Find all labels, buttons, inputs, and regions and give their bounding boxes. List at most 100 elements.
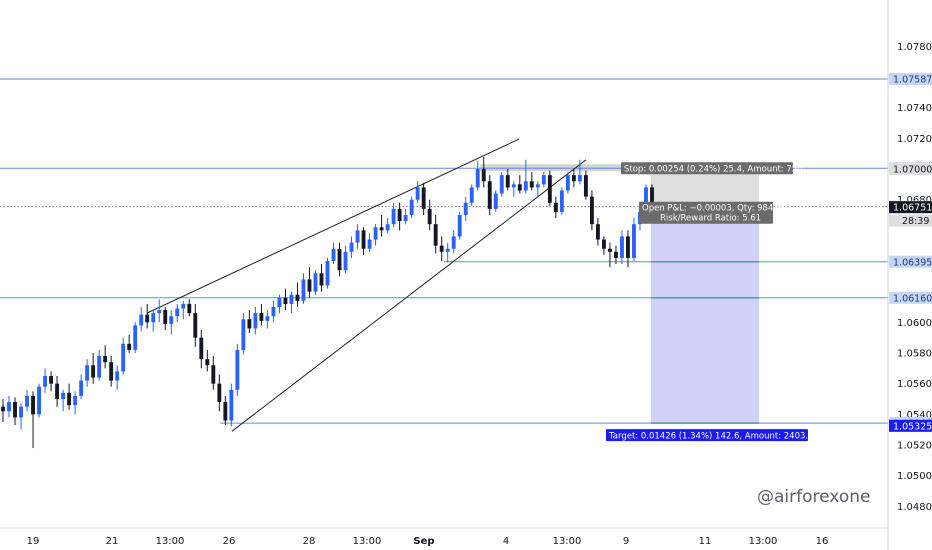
candle-up — [133, 322, 138, 353]
candle-up — [577, 159, 582, 185]
price-badge[interactable]: 1.06751 — [889, 201, 932, 214]
candle-body — [331, 248, 336, 261]
level-price-badge-text: 1.06395 — [893, 257, 932, 268]
candle-down — [205, 349, 210, 372]
candle-up — [620, 230, 624, 265]
candle-body — [283, 297, 288, 304]
candle-body — [229, 389, 234, 421]
candle-up — [523, 159, 528, 194]
candle-down — [547, 170, 552, 206]
candle-body — [626, 236, 630, 258]
level-price-badge-bg — [889, 255, 932, 268]
wedge-lower-line[interactable] — [231, 159, 587, 432]
x-tick-label: 16 — [816, 536, 829, 547]
candle-down — [517, 175, 522, 194]
candle-up — [457, 211, 462, 240]
candle-up — [85, 359, 90, 387]
candle-down — [337, 242, 342, 277]
candle-up — [25, 389, 29, 412]
pnl-label-bg — [639, 201, 773, 224]
candle-up — [463, 196, 468, 222]
countdown-bg — [889, 214, 932, 227]
candle-body — [439, 245, 444, 252]
y-tick-label: 1.07800 — [897, 42, 932, 53]
candle-body — [601, 239, 606, 249]
candle-body — [595, 224, 600, 240]
candle-body — [163, 310, 168, 324]
candle-up — [271, 300, 276, 323]
candle-body — [199, 337, 204, 360]
candle-body — [325, 261, 330, 286]
candle-body — [259, 313, 264, 321]
candle-body — [505, 175, 510, 188]
candle-up — [535, 181, 540, 197]
candle-body — [463, 202, 468, 215]
candle-body — [565, 175, 570, 191]
price-badge[interactable]: 1.05325 — [889, 419, 932, 433]
candle-body — [205, 359, 210, 366]
price-axis[interactable]: 1.078001.074001.072001.068001.064001.060… — [887, 0, 932, 550]
candle-body — [67, 392, 72, 406]
stop-zone[interactable] — [651, 168, 759, 207]
candle-up — [632, 218, 636, 261]
candle-down — [295, 282, 300, 307]
candle-down — [193, 303, 198, 347]
position-labels: Stop: 0.00254 (0.24%) 25.4, Amount: 750 O… — [606, 162, 819, 442]
candle-body — [253, 313, 258, 329]
candle-up — [181, 300, 186, 320]
candle-body — [289, 294, 294, 304]
candle-body — [181, 303, 186, 309]
candle-body — [25, 395, 29, 407]
candle-up — [343, 245, 348, 274]
candle-up — [409, 196, 414, 219]
candle-body — [457, 215, 462, 237]
candle-body — [385, 224, 390, 231]
candle-up — [313, 270, 318, 295]
price-badge[interactable]: 1.07000 — [889, 163, 932, 176]
candle-down — [163, 307, 168, 330]
x-tick-label: 13:00 — [353, 536, 382, 547]
candle-down — [379, 215, 384, 237]
level-price-badge[interactable]: 1.07587 — [889, 72, 932, 86]
candle-up — [373, 224, 378, 246]
level-price-badge-text: 1.07587 — [893, 74, 932, 85]
target-zone[interactable] — [651, 206, 759, 424]
wedge-trendlines[interactable] — [146, 138, 587, 432]
level-price-badge-text: 1.06160 — [893, 293, 932, 304]
candle-down — [103, 345, 108, 369]
y-tick-label: 1.06800 — [897, 195, 932, 206]
price-badge-bg — [889, 201, 932, 214]
x-tick-label: 26 — [223, 536, 236, 547]
horizontal-levels[interactable] — [0, 78, 888, 424]
candle-down — [571, 169, 576, 188]
target-label: Target: 0.01426 (1.34%) 142.6, Amount: 2… — [606, 429, 819, 442]
candle-body — [373, 227, 378, 240]
candle-body — [295, 294, 300, 301]
candle-body — [469, 187, 474, 203]
candle-body — [139, 314, 144, 326]
candle-down — [247, 310, 252, 334]
candle-body — [175, 308, 180, 317]
candle-up — [349, 236, 354, 258]
candle-up — [325, 257, 330, 289]
candle-down — [127, 334, 132, 353]
candle-up — [499, 172, 504, 197]
level-price-badge[interactable]: 1.06395 — [889, 255, 932, 269]
x-tick-label: Sep — [413, 536, 434, 547]
time-axis[interactable]: 19 21 13:00 26 28 13:00 Sep 4 13:00 9 11 13:00 16 — [0, 527, 888, 547]
candle-up — [157, 299, 162, 323]
candle-body — [415, 187, 420, 200]
candle-body — [7, 402, 11, 412]
candle-body — [559, 190, 564, 212]
level-price-badge[interactable]: 1.06160 — [889, 291, 932, 305]
candle-down — [614, 245, 618, 265]
candle-down — [583, 170, 588, 200]
candle-up — [493, 190, 498, 212]
candle-down — [529, 172, 534, 191]
wedge-upper-line[interactable] — [146, 138, 520, 314]
y-tick-label: 1.05400 — [897, 410, 932, 421]
candle-down — [199, 330, 204, 369]
candle-body — [187, 303, 192, 314]
